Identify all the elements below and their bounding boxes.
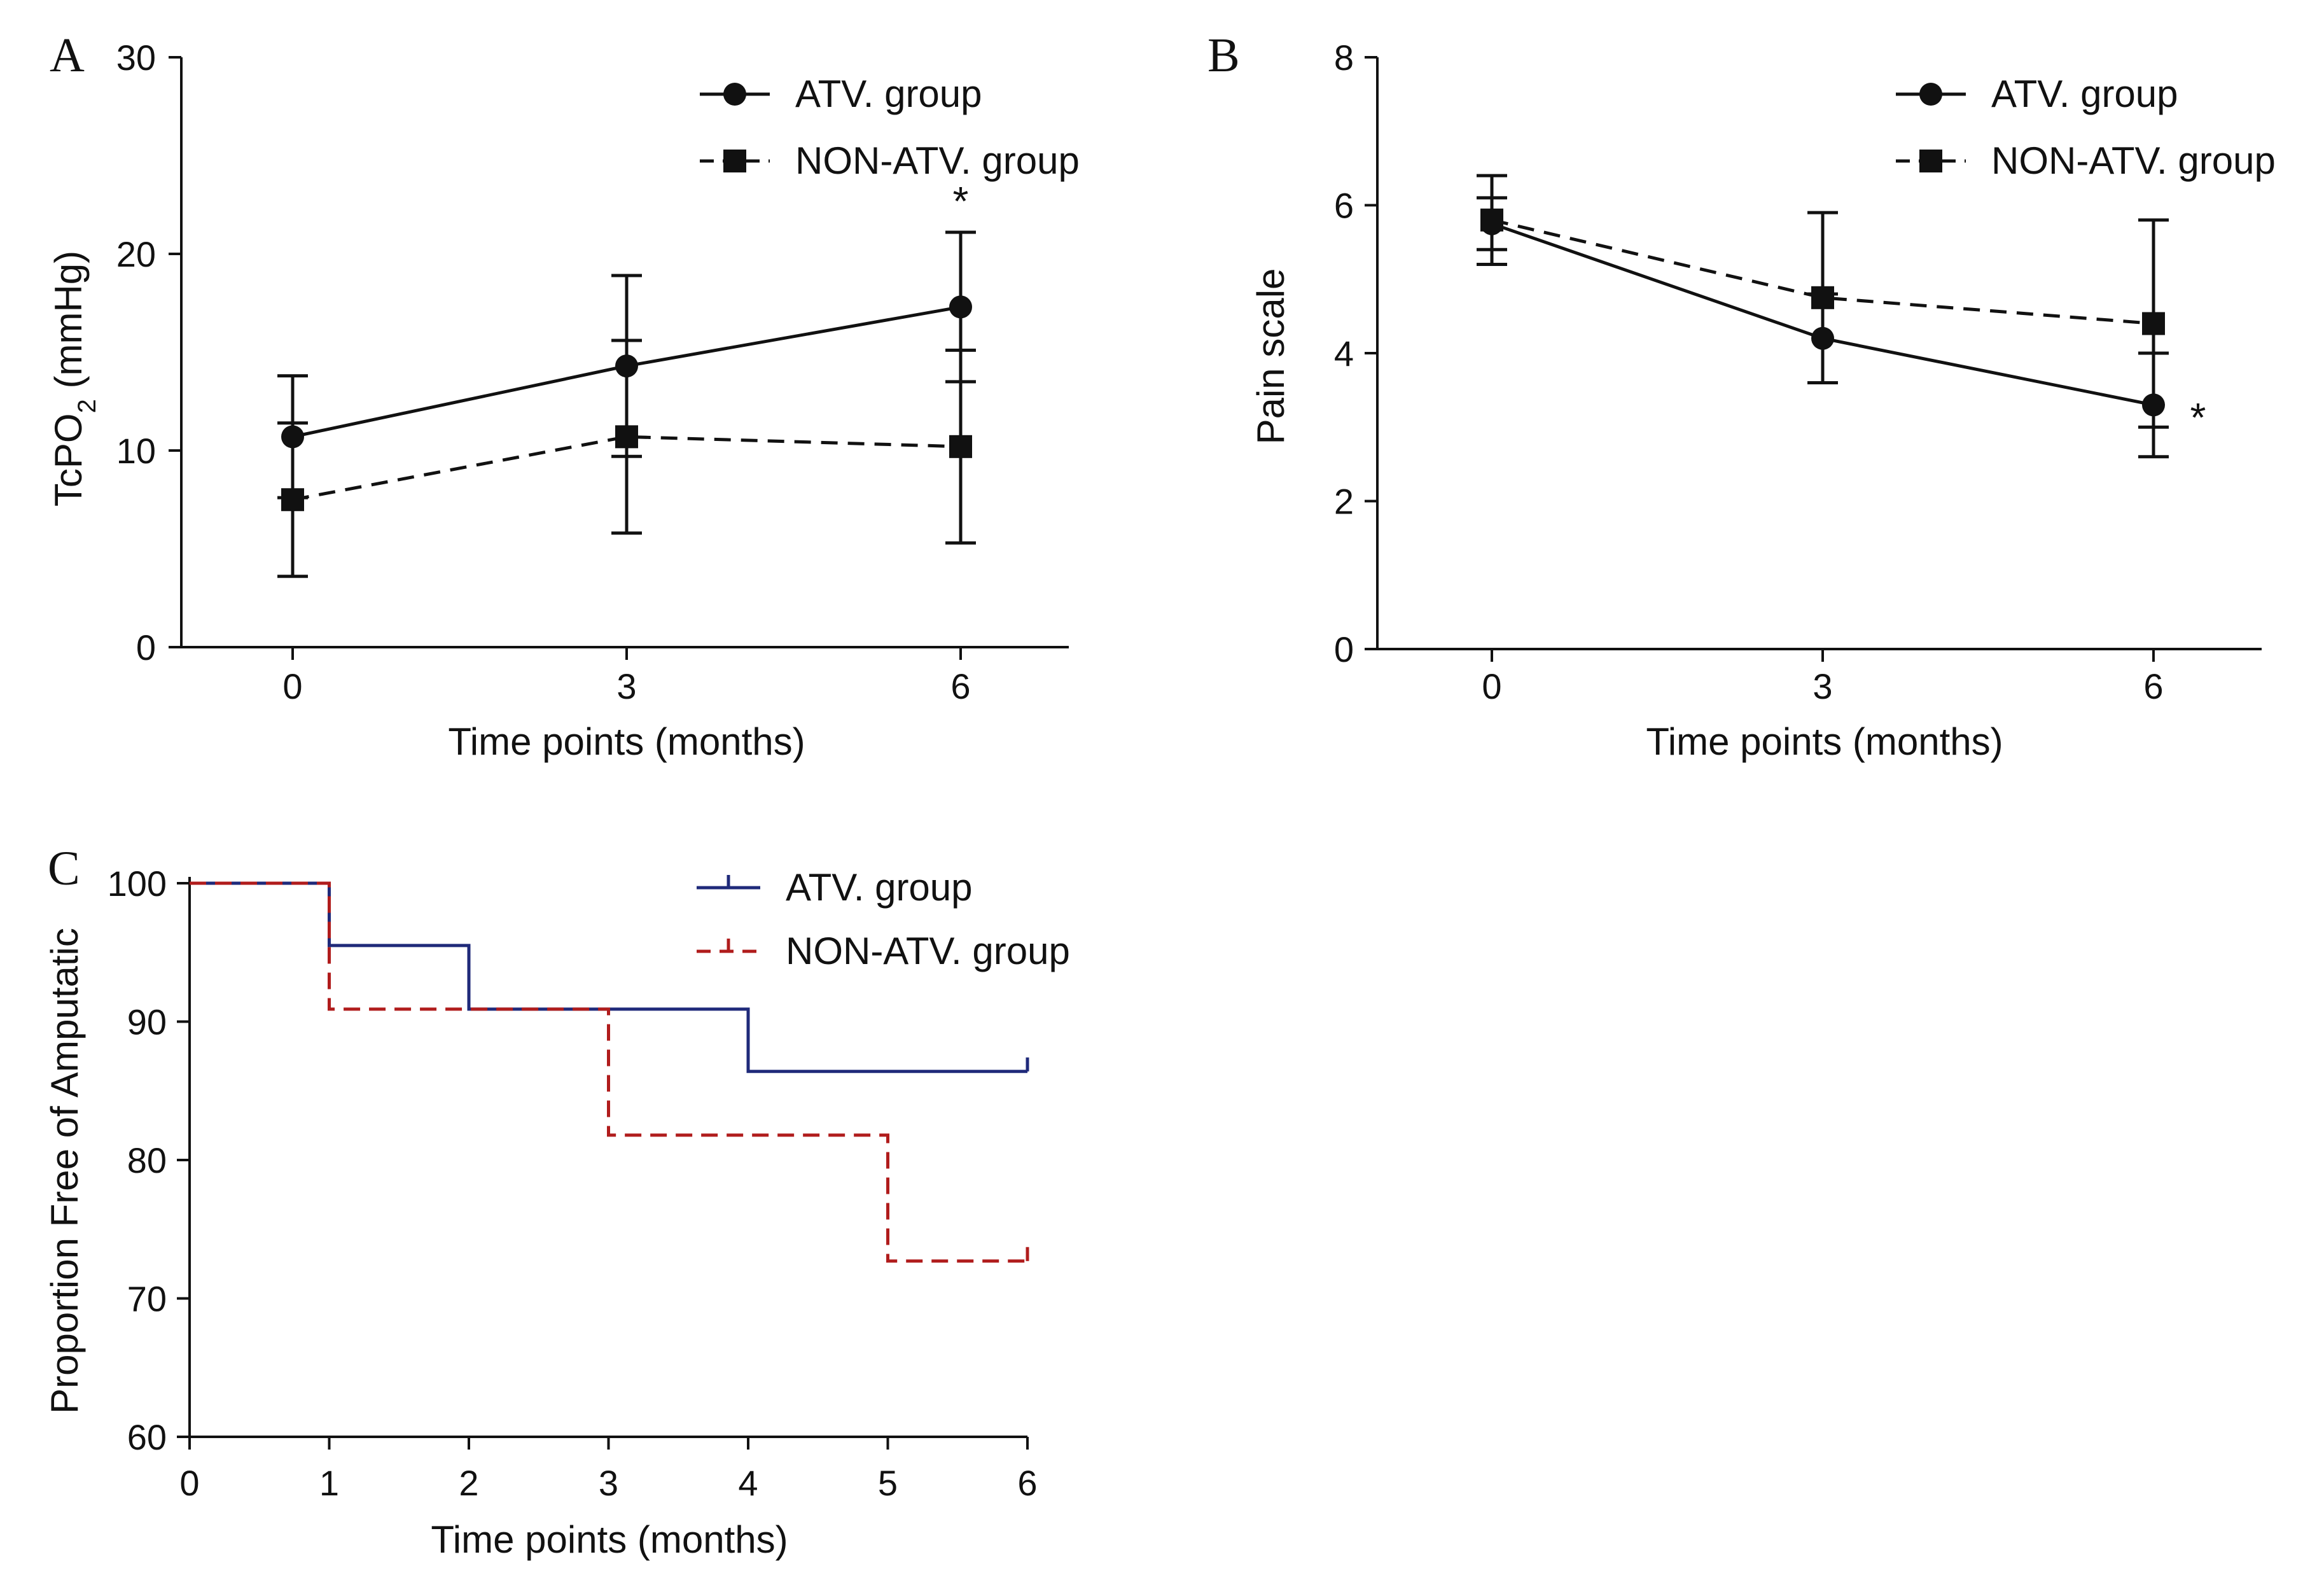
panel-a-atv-legend-label: ATV. group bbox=[795, 73, 982, 115]
panel-a-x-tick-label: 0 bbox=[282, 666, 302, 706]
panel-b-letter: B bbox=[1207, 29, 1240, 82]
panel-a-atv-point bbox=[949, 295, 972, 319]
panel-c-x-tick-label: 5 bbox=[878, 1463, 898, 1503]
panel-c-non-atv-legend-label: NON-ATV. group bbox=[786, 930, 1070, 972]
panel-c-y-axis-label: Proportion Free of Amputatic bbox=[43, 928, 86, 1414]
panel-c-x-tick-label: 3 bbox=[599, 1463, 618, 1503]
panel-b-atv-legend-label: ATV. group bbox=[1991, 73, 2178, 115]
panel-b-non-atv-legend-marker bbox=[1919, 150, 1942, 172]
panel-b-y-axis-label: Pain scale bbox=[1249, 269, 1292, 445]
panel-a-axes: 0 10 20 30 0 3 6 bbox=[116, 38, 1069, 706]
panel-c-chart: C Proportion Free of Amputatic Time poin… bbox=[43, 842, 1070, 1561]
panel-b-x-axis-label: Time points (months) bbox=[1646, 720, 2003, 763]
panel-a-y-tick-label: 10 bbox=[116, 431, 156, 471]
panel-c-atv-survival-curve bbox=[190, 881, 1027, 1073]
panel-c-x-tick-label: 6 bbox=[1017, 1463, 1037, 1503]
panel-b-legend: ATV. group NON-ATV. group bbox=[1896, 73, 2276, 182]
panel-b-plot-area: * bbox=[1477, 174, 2206, 459]
panel-c-x-tick-label: 0 bbox=[179, 1463, 199, 1503]
panel-a-y-tick-label: 20 bbox=[116, 234, 156, 274]
panel-c-y-tick-label: 100 bbox=[108, 863, 167, 904]
panel-a-legend: ATV. group NON-ATV. group bbox=[700, 73, 1080, 182]
panel-a-plot-area: * bbox=[277, 178, 976, 578]
panel-b-y-tick-label: 6 bbox=[1334, 186, 1354, 226]
panel-a-x-axis-label: Time points (months) bbox=[448, 720, 805, 763]
panel-a-non-atv-point bbox=[281, 488, 304, 512]
panel-a-y-tick-label: 30 bbox=[116, 38, 156, 78]
panel-b-x-tick-label: 0 bbox=[1482, 666, 1501, 706]
panel-c-x-tick-label: 1 bbox=[319, 1463, 339, 1503]
panel-a-y-tick-label: 0 bbox=[136, 627, 156, 668]
panel-b-non-atv-point bbox=[1480, 208, 1503, 232]
panel-b-y-tick-label: 2 bbox=[1334, 482, 1354, 522]
panel-c-y-tick-label: 80 bbox=[127, 1140, 167, 1180]
panel-c-axes: 60 70 80 90 100 0 1 2 3 4 5 6 bbox=[108, 863, 1038, 1503]
panel-b-non-atv-series-line bbox=[1491, 218, 2154, 325]
panel-a-y-axis-label: TcPO2 (mmHg) bbox=[47, 251, 101, 507]
panel-c-atv-legend-label: ATV. group bbox=[786, 866, 973, 909]
panel-b-y-tick-label: 8 bbox=[1334, 38, 1354, 78]
panel-b-non-atv-legend-label: NON-ATV. group bbox=[1991, 139, 2276, 182]
panel-a-x-tick-label: 3 bbox=[616, 666, 636, 706]
panel-a-x-tick-label: 6 bbox=[950, 666, 970, 706]
panel-a-non-atv-point bbox=[615, 425, 638, 449]
panel-a-non-atv-point bbox=[949, 435, 972, 458]
panel-a-non-atv-series-line bbox=[292, 435, 961, 501]
panel-b-significance-star: * bbox=[2190, 395, 2206, 440]
panel-b-axes: 0 2 4 6 8 0 3 6 bbox=[1334, 38, 2262, 706]
panel-c-letter: C bbox=[48, 842, 80, 895]
panel-a-non-atv-legend-marker bbox=[723, 150, 746, 172]
panel-a-non-atv-legend-label: NON-ATV. group bbox=[795, 139, 1080, 182]
panel-c-x-tick-label: 4 bbox=[738, 1463, 758, 1503]
panel-c-legend: ATV. group NON-ATV. group bbox=[697, 866, 1070, 972]
panel-c-y-tick-label: 90 bbox=[127, 1002, 167, 1042]
panel-c-non-atv-survival-curve bbox=[190, 881, 1027, 1263]
panel-a-chart: A TcPO2 (mmHg) Time points (months) 0 10 2… bbox=[47, 29, 1080, 763]
panel-b-y-tick-label: 4 bbox=[1334, 333, 1354, 374]
panel-b-y-tick-label: 0 bbox=[1334, 629, 1354, 669]
panel-c-plot-area bbox=[190, 881, 1029, 1263]
panel-b-x-tick-label: 6 bbox=[2143, 666, 2163, 706]
panel-c-x-axis-label: Time points (months) bbox=[431, 1518, 788, 1561]
panel-a-letter: A bbox=[50, 29, 85, 82]
panel-b-chart: B Pain scale Time points (months) 024680… bbox=[1207, 29, 2276, 763]
panel-c-y-tick-label: 60 bbox=[127, 1417, 167, 1457]
panel-c-x-tick-label: 2 bbox=[459, 1463, 478, 1503]
panel-b-x-tick-label: 3 bbox=[1813, 666, 1832, 706]
panel-b-atv-legend-marker bbox=[1919, 83, 1942, 106]
panel-b-non-atv-point bbox=[1811, 286, 1834, 309]
panel-b-non-atv-point bbox=[2142, 312, 2165, 335]
panel-c-y-tick-label: 70 bbox=[127, 1279, 167, 1319]
panel-a-significance-star: * bbox=[953, 178, 969, 224]
panel-a-atv-legend-marker bbox=[723, 83, 746, 106]
